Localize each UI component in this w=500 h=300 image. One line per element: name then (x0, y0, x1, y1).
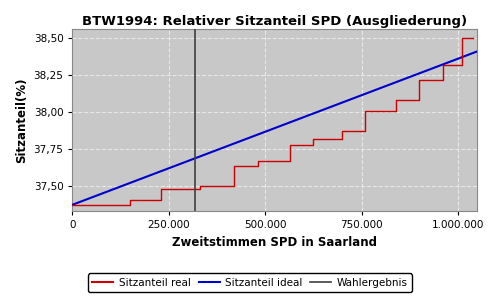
Y-axis label: Sitzanteil(%): Sitzanteil(%) (15, 77, 28, 163)
Title: BTW1994: Relativer Sitzanteil SPD (Ausgliederung): BTW1994: Relativer Sitzanteil SPD (Ausgl… (82, 15, 468, 28)
X-axis label: Zweitstimmen SPD in Saarland: Zweitstimmen SPD in Saarland (172, 236, 378, 249)
Legend: Sitzanteil real, Sitzanteil ideal, Wahlergebnis: Sitzanteil real, Sitzanteil ideal, Wahle… (88, 274, 411, 292)
